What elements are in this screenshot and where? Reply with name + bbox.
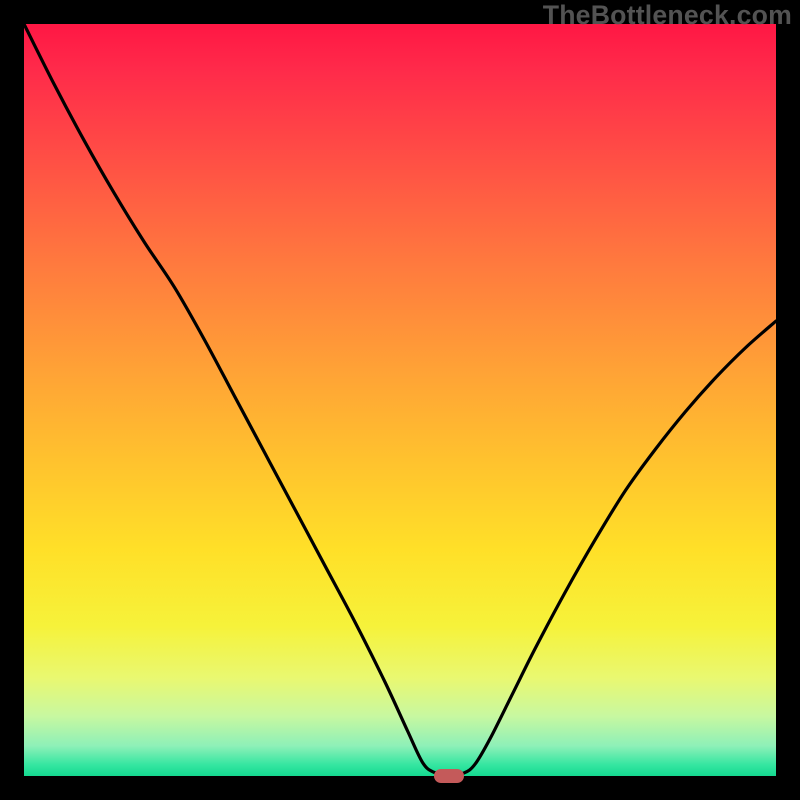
bottleneck-curve	[24, 24, 776, 776]
chart-container: TheBottleneck.com	[0, 0, 800, 800]
optimal-marker	[434, 769, 464, 783]
plot-area	[24, 24, 776, 776]
watermark-label: TheBottleneck.com	[543, 0, 792, 31]
